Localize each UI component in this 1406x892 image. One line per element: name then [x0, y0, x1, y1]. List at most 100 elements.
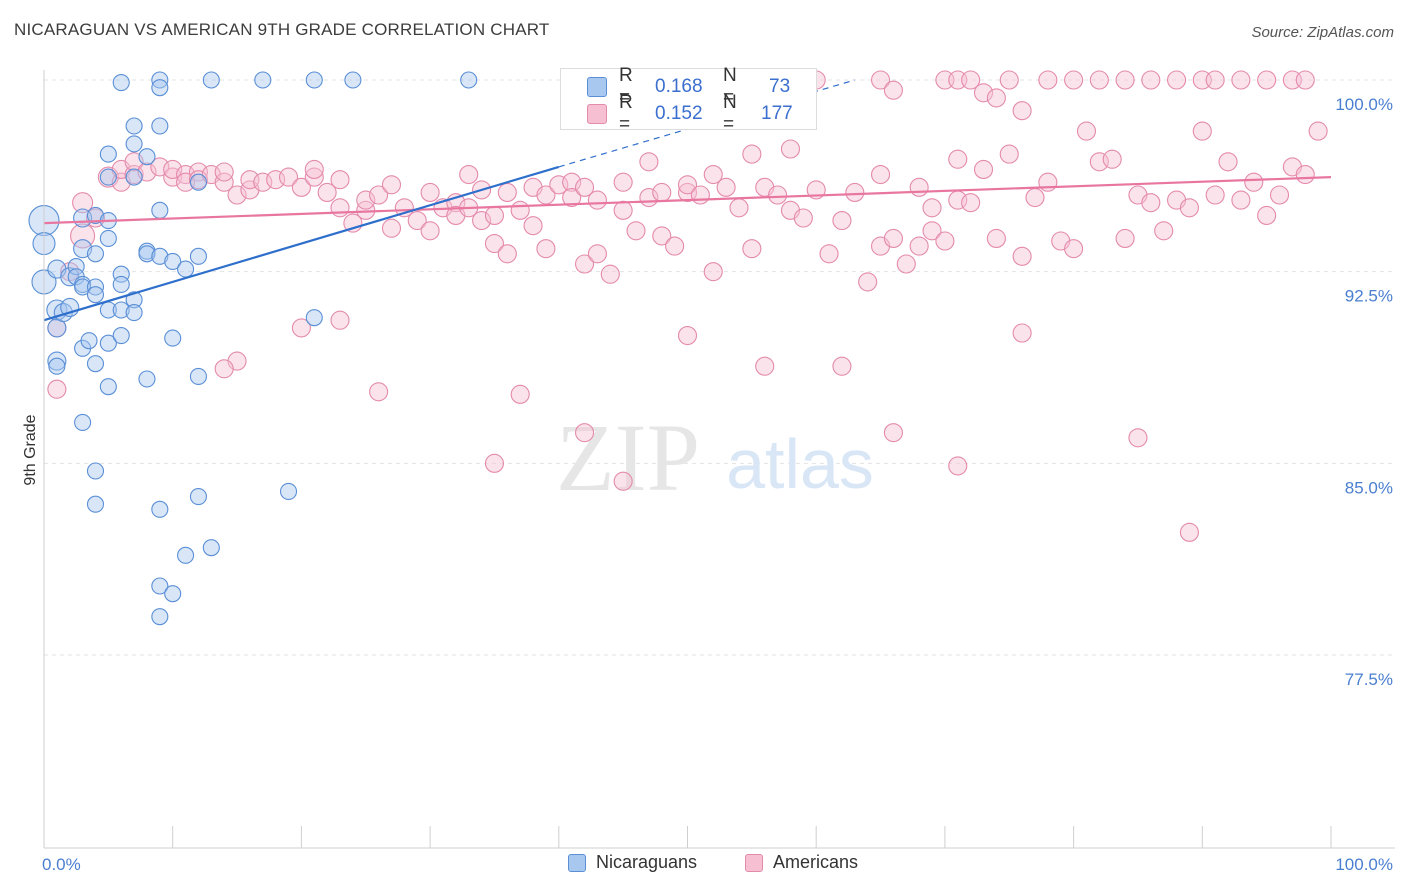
american-point [1295, 70, 1315, 90]
american-point [973, 83, 994, 103]
bottom-legend: Nicaraguans Americans [0, 852, 1406, 878]
american-point [317, 182, 337, 202]
nicaraguan-point [67, 258, 85, 276]
american-point [870, 70, 891, 90]
nicaraguan-point [305, 71, 323, 89]
nicaraguan-point [99, 229, 117, 247]
stats-n-label: N = [723, 65, 737, 108]
american-point [652, 226, 672, 246]
american-point [1141, 193, 1161, 213]
nicaraguan-point [151, 79, 169, 97]
american-point [780, 139, 801, 159]
nicaraguan-point [189, 488, 207, 506]
american-point [369, 382, 389, 402]
american-point [600, 264, 620, 284]
american-point [909, 177, 929, 197]
american-point [163, 159, 183, 179]
american-point [677, 175, 698, 195]
y-tick-label: 77.5% [1345, 670, 1393, 689]
american-point [1012, 246, 1032, 266]
american-point [330, 170, 350, 190]
american-point [883, 423, 903, 443]
american-point [523, 216, 543, 236]
american-point [793, 208, 813, 228]
american-point [381, 175, 402, 195]
nicaraguan-point [138, 245, 156, 263]
american-point [1167, 70, 1187, 90]
x-tick-label: 0.0% [42, 855, 81, 874]
american-point [1089, 70, 1109, 90]
american-point [961, 70, 981, 90]
nicaraguan-point [202, 71, 220, 89]
american-point [562, 172, 582, 192]
nicaraguan-point [125, 117, 143, 135]
nicaraguan-point [177, 260, 195, 278]
nicaraguan-point [125, 168, 143, 186]
american-point [690, 185, 710, 205]
american-point [896, 254, 916, 274]
nicaraguan-point [138, 148, 156, 166]
american-point [1128, 428, 1148, 448]
american-point [484, 453, 505, 473]
american-point [1192, 121, 1212, 141]
american-point [407, 211, 427, 231]
nicaraguan-point [47, 351, 67, 371]
american-point [47, 379, 67, 399]
american-point [1102, 149, 1122, 169]
american-point [420, 182, 440, 202]
american-point [613, 200, 633, 220]
american-point [729, 198, 749, 218]
american-point [922, 221, 942, 241]
american-point [819, 244, 839, 264]
americans-trend-line [43, 176, 1332, 225]
stats-swatch-pink [587, 104, 607, 124]
american-point [639, 152, 659, 172]
nicaraguan-point [164, 585, 182, 603]
legend-swatch-pink [745, 853, 763, 872]
nicaraguan-point [177, 546, 195, 564]
american-point [742, 144, 762, 164]
american-point [999, 70, 1019, 90]
american-point [1231, 70, 1251, 90]
nicaraguan-point [74, 413, 92, 431]
american-point [1141, 70, 1161, 90]
points-layer [28, 70, 1328, 626]
nicaraguan-point [344, 71, 362, 89]
nicaraguan-point [279, 482, 298, 500]
legend-swatch-blue [568, 853, 586, 872]
american-point [755, 356, 775, 376]
american-point [1064, 70, 1084, 90]
american-point [587, 190, 607, 210]
american-point [883, 80, 903, 100]
american-point [832, 211, 852, 231]
nicaraguan-point [80, 332, 98, 350]
watermark-zip: ZIP [556, 404, 700, 511]
y-tick-label: 100.0% [1335, 95, 1393, 114]
american-point [1012, 323, 1032, 343]
stats-n-value: 177 [761, 103, 793, 124]
american-point [420, 221, 440, 241]
stats-n-label: N = [723, 92, 737, 135]
legend-item-americans[interactable]: Americans [745, 852, 858, 873]
american-point [330, 198, 350, 218]
american-point [1076, 121, 1097, 141]
american-point [626, 221, 646, 241]
american-point [72, 192, 94, 214]
american-point [484, 205, 505, 225]
american-point [1257, 70, 1277, 90]
legend-label: Nicaraguans [596, 852, 698, 872]
american-point [291, 177, 311, 197]
american-point [935, 231, 955, 251]
american-point [536, 185, 556, 205]
american-point [768, 185, 788, 205]
nicaraguan-point [86, 245, 105, 263]
american-point [1115, 228, 1135, 248]
y-tick-label: 92.5% [1345, 287, 1393, 306]
american-point [1295, 165, 1315, 185]
nicaraguan-point [151, 201, 169, 219]
legend-item-nicaraguans[interactable]: Nicaraguans [568, 852, 697, 873]
nicaraguan-point [86, 462, 105, 480]
american-point [832, 356, 852, 376]
american-point [909, 236, 929, 256]
